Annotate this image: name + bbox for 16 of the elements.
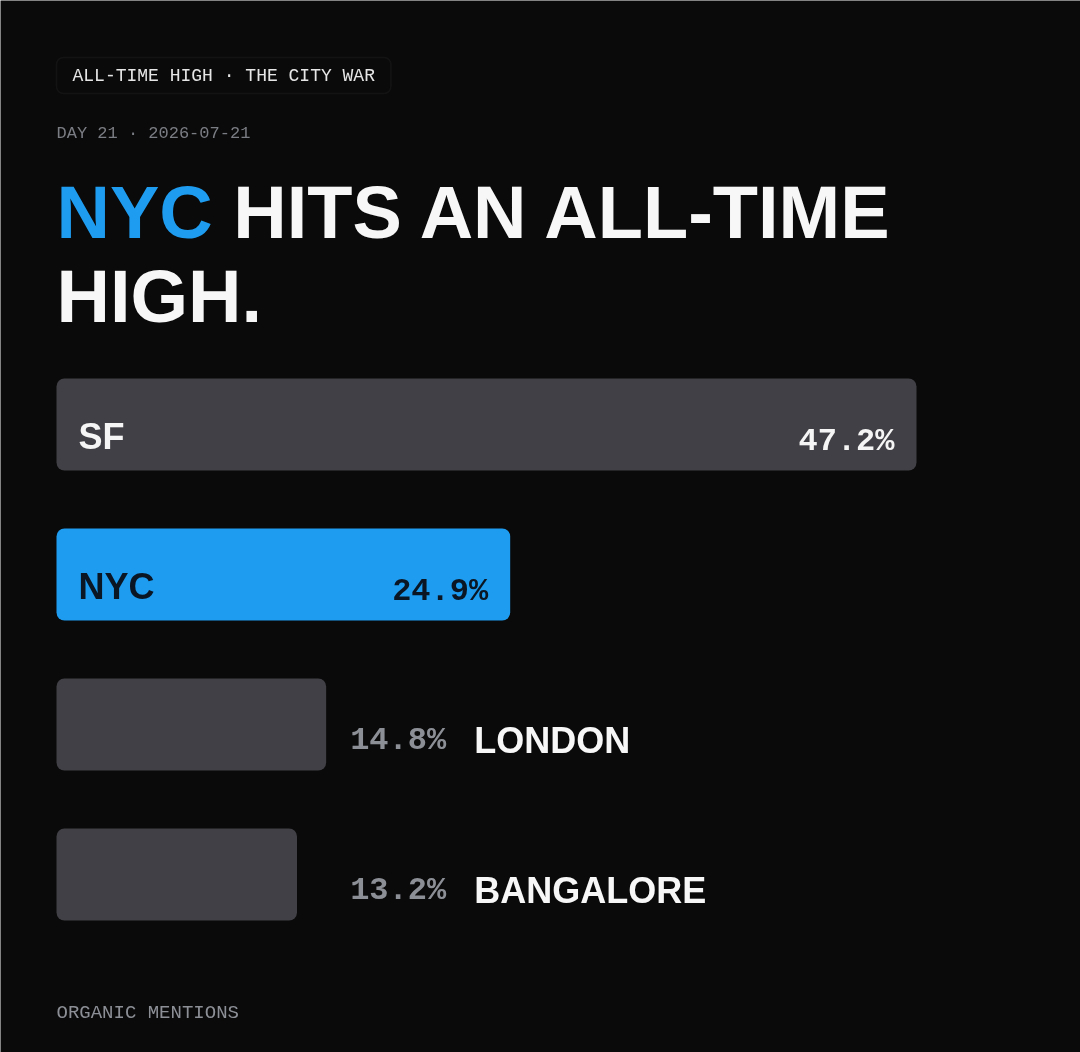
text: DAY 21 · 2026-07-21 bbox=[56, 124, 251, 143]
text: ORGANIC MENTIONS bbox=[56, 1001, 239, 1024]
data-label: 13.2% bbox=[350, 872, 447, 909]
chart-title: NYC HITS AN ALL-TIME HIGH. bbox=[56, 171, 890, 338]
bar bbox=[56, 528, 511, 621]
data-label: 24.9% bbox=[392, 573, 489, 610]
y-tick-label: SF bbox=[78, 416, 125, 457]
y-tick-label: LONDON bbox=[474, 720, 631, 761]
bar bbox=[56, 828, 298, 921]
bar bbox=[56, 378, 917, 471]
y-tick-label: NYC bbox=[78, 566, 155, 607]
data-label: 14.8% bbox=[350, 722, 447, 759]
bar bbox=[56, 678, 327, 771]
y-tick-label: BANGALORE bbox=[474, 870, 707, 911]
text: ALL-TIME HIGH · THE CITY WAR bbox=[72, 65, 376, 86]
data-label: 47.2% bbox=[798, 423, 896, 460]
